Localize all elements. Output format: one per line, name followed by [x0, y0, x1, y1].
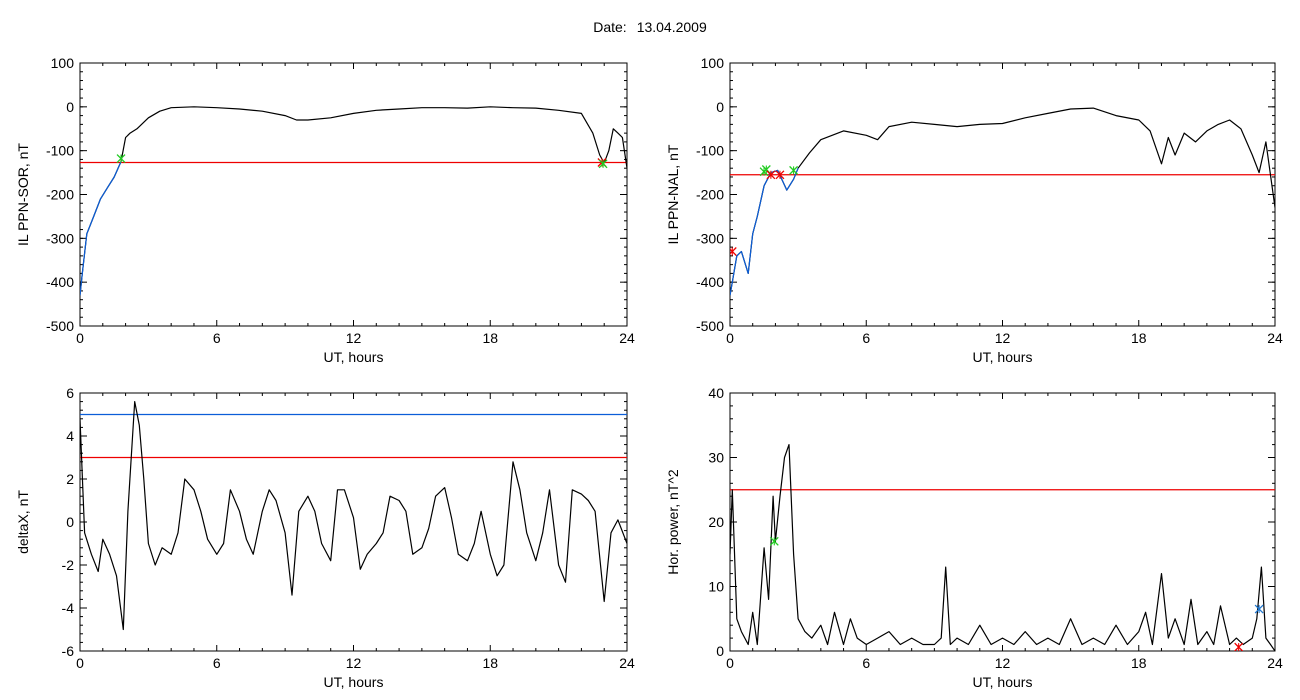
- y-tick-label: 6: [66, 385, 74, 401]
- y-tick-label: 30: [708, 450, 724, 466]
- y-tick-label: 100: [701, 55, 725, 71]
- plot-area: [80, 106, 627, 296]
- y-tick-label: -4: [62, 600, 75, 616]
- event-marker: [769, 536, 779, 546]
- y-tick-label: -400: [696, 274, 724, 290]
- x-tick-label: 0: [726, 330, 734, 346]
- date-value: 13.04.2009: [636, 19, 707, 35]
- x-tick-label: 24: [1267, 655, 1283, 671]
- event-marker: [730, 247, 737, 256]
- panel-il-ppn-nal: 0 6 12 18 24 -500 -400 -300 -200 -100 0 100 UT, hour…: [665, 55, 1283, 365]
- x-tick-label: 24: [619, 330, 635, 346]
- y-tick-label: -500: [46, 318, 74, 334]
- y-tick-label: -2: [62, 557, 75, 573]
- plot-area: [80, 401, 627, 631]
- y-tick-label: -300: [696, 230, 724, 246]
- y-tick-label: -400: [46, 274, 74, 290]
- y-tick-label: 0: [66, 514, 74, 530]
- event-marker: [775, 170, 785, 180]
- x-tick-label: 6: [862, 655, 870, 671]
- y-axis-label: IL PPN-SOR, nT: [15, 143, 31, 246]
- y-tick-label: 0: [716, 643, 724, 659]
- y-axis-label: Hor. power, nT^2: [665, 469, 681, 575]
- y-tick-label: -100: [46, 143, 74, 159]
- x-tick-label: 0: [726, 655, 734, 671]
- y-tick-label: -100: [696, 143, 724, 159]
- x-tick-label: 12: [995, 655, 1011, 671]
- date-label: Date:: [593, 19, 627, 35]
- x-axis-label: UT, hours: [324, 349, 384, 365]
- x-tick-label: 24: [619, 655, 635, 671]
- page-title: Date: 13.04.2009: [0, 19, 1300, 35]
- series-line: [730, 167, 799, 296]
- plot-frame: [79, 62, 628, 327]
- x-tick-label: 18: [482, 330, 498, 346]
- plot-area: [730, 444, 1275, 651]
- x-axis-label: UT, hours: [324, 674, 384, 690]
- x-tick-label: 12: [346, 330, 362, 346]
- y-tick-label: 0: [716, 99, 724, 115]
- series-line: [80, 161, 122, 296]
- y-axis-label: deltaX, nT: [15, 490, 31, 554]
- y-tick-label: 20: [708, 514, 724, 530]
- x-tick-label: 18: [1131, 655, 1147, 671]
- panel-il-ppn-sor: 0 6 12 18 24 -500 -400 -300 -200 -100 0 100 UT, hour…: [15, 55, 635, 365]
- x-tick-label: 6: [862, 330, 870, 346]
- y-tick-label: -500: [696, 318, 724, 334]
- event-marker: [1254, 604, 1264, 614]
- y-tick-label: -200: [696, 187, 724, 203]
- x-tick-label: 18: [482, 655, 498, 671]
- x-tick-label: 6: [213, 330, 221, 346]
- event-marker: [789, 165, 799, 175]
- y-tick-label: 40: [708, 385, 724, 401]
- series-line: [80, 106, 627, 296]
- panel-hor-power: 0 6 12 18 24 0 10 20 30 40 UT, hours Hor. power, nT…: [665, 385, 1283, 690]
- event-marker: [1234, 642, 1244, 651]
- event-marker: [598, 159, 608, 169]
- x-tick-label: 0: [76, 330, 84, 346]
- x-axis-label: UT, hours: [973, 674, 1033, 690]
- x-tick-label: 12: [995, 330, 1011, 346]
- x-tick-label: 12: [346, 655, 362, 671]
- x-tick-label: 6: [213, 655, 221, 671]
- y-tick-label: 2: [66, 471, 74, 487]
- plot-frame: [729, 62, 1276, 327]
- y-tick-label: 100: [51, 55, 75, 71]
- series-line: [730, 107, 1275, 296]
- x-tick-label: 18: [1131, 330, 1147, 346]
- y-tick-label: 0: [66, 99, 74, 115]
- y-tick-label: 10: [708, 579, 724, 595]
- series-line: [730, 444, 1275, 651]
- event-marker: [116, 154, 126, 164]
- y-tick-label: -300: [46, 230, 74, 246]
- plot-area: [730, 107, 1275, 296]
- x-tick-label: 24: [1267, 330, 1283, 346]
- series-line: [80, 401, 627, 631]
- x-tick-label: 0: [76, 655, 84, 671]
- x-axis-label: UT, hours: [973, 349, 1033, 365]
- y-tick-label: 4: [66, 428, 74, 444]
- y-axis-label: IL PPN-NAL, nT: [665, 144, 681, 244]
- y-tick-label: -6: [62, 643, 75, 659]
- y-tick-label: -200: [46, 187, 74, 203]
- event-marker: [766, 170, 776, 180]
